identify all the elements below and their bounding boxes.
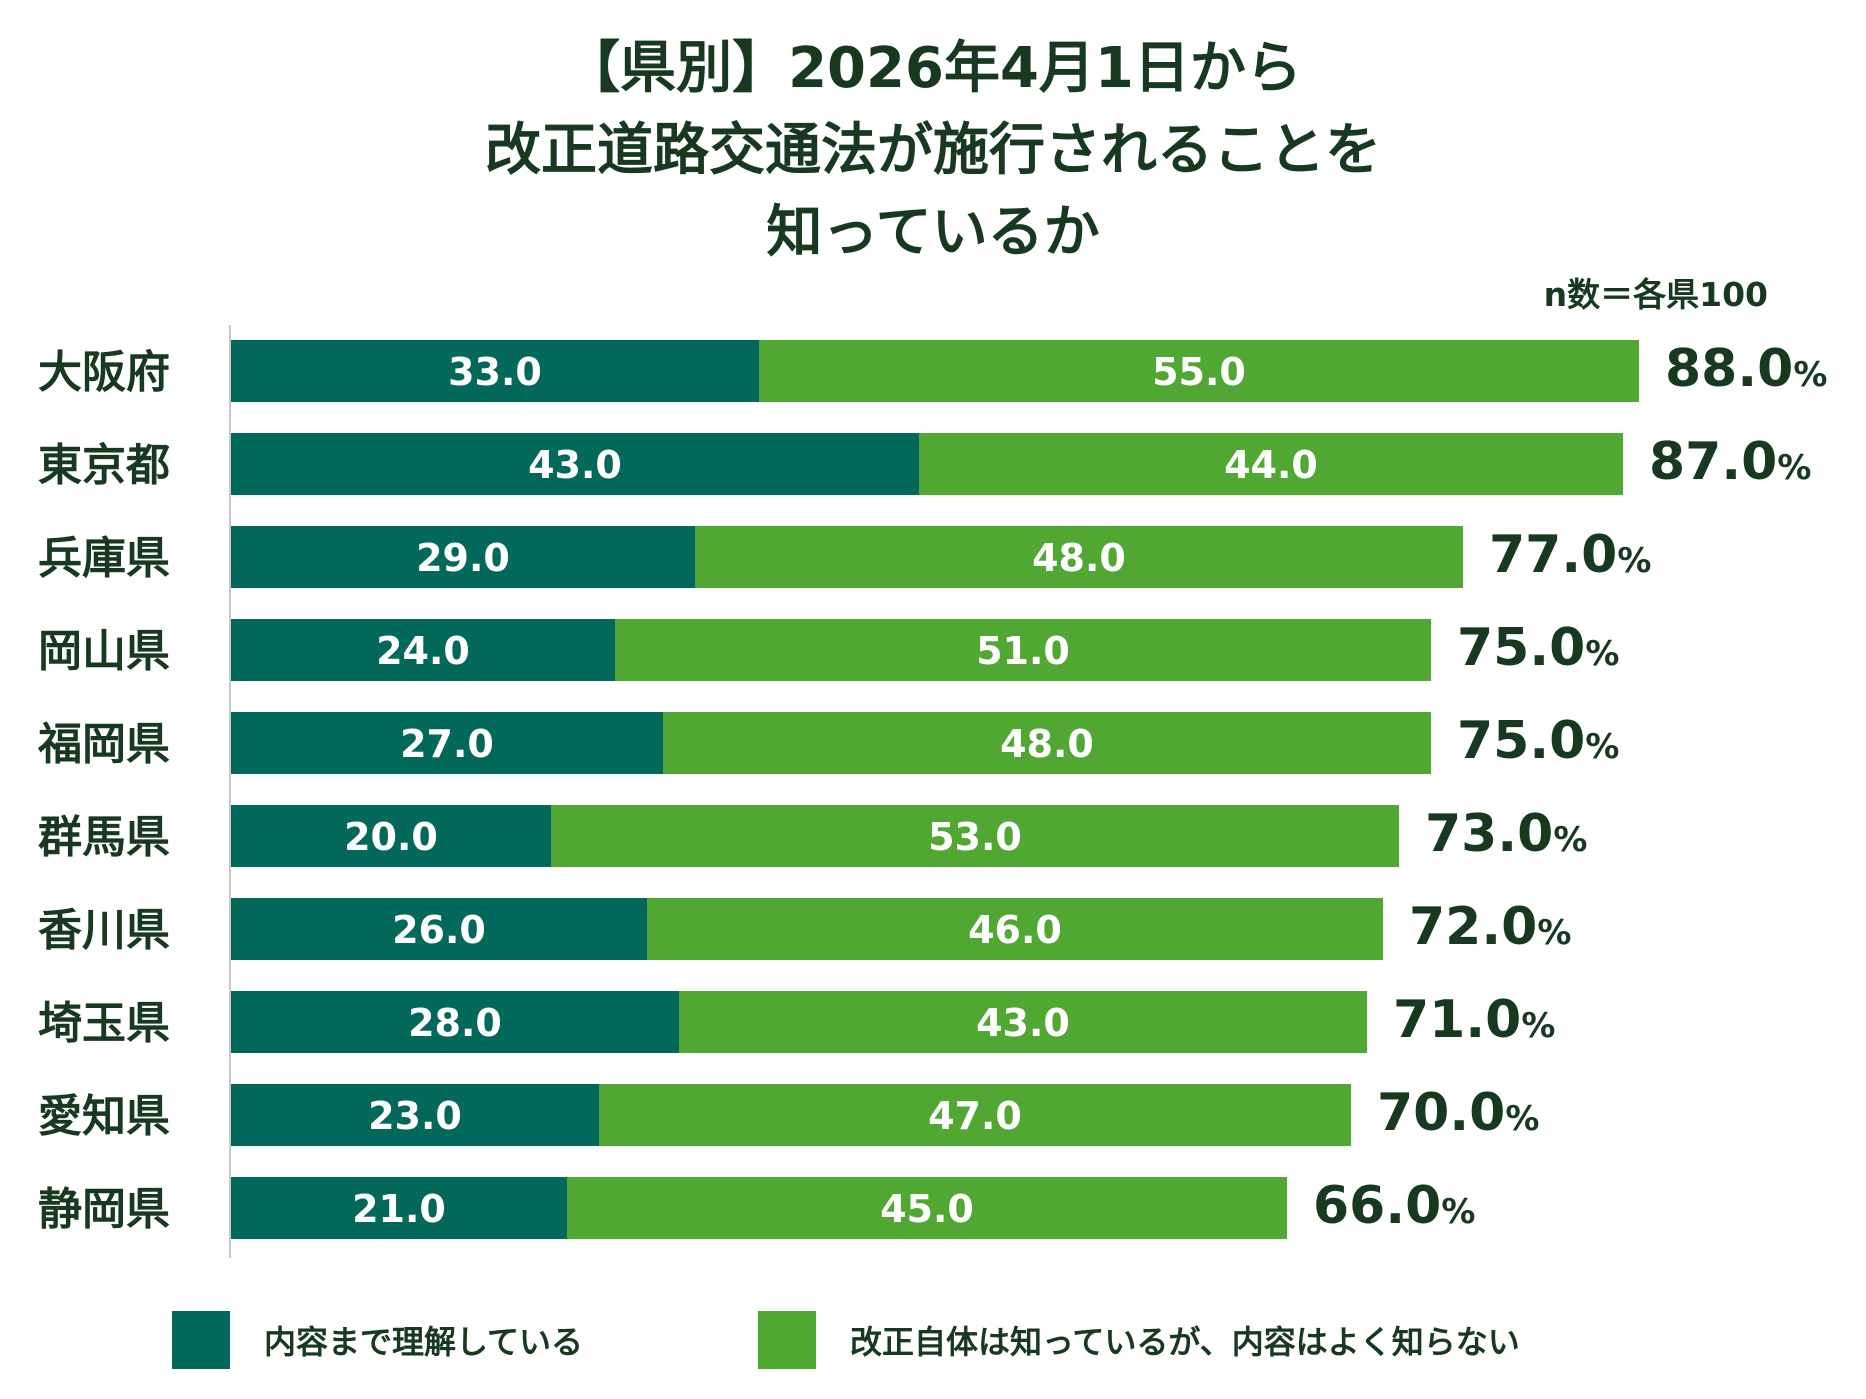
title-line-1: 【県別】2026年4月1日から bbox=[564, 36, 1302, 101]
chart-title: 【県別】2026年4月1日から 改正道路交通法が施行されることを 知っているか bbox=[0, 28, 1866, 274]
segment-value-label: 47.0 bbox=[928, 1094, 1022, 1138]
segment-value-label: 24.0 bbox=[376, 629, 470, 673]
segment-value-label: 48.0 bbox=[1000, 722, 1094, 766]
bar-segment-aware-only bbox=[647, 898, 1383, 960]
bar-segment-understand bbox=[231, 712, 663, 774]
category-label: 埼玉県 bbox=[38, 998, 170, 1049]
total-value-label: 72.0% bbox=[1409, 897, 1571, 957]
total-value-label: 73.0% bbox=[1425, 804, 1587, 864]
total-value-label: 66.0% bbox=[1313, 1176, 1475, 1236]
total-value-label: 71.0% bbox=[1393, 990, 1555, 1050]
total-value-label: 75.0% bbox=[1457, 711, 1619, 771]
bar-segment-understand bbox=[231, 526, 695, 588]
legend-swatch-aware-only bbox=[758, 1311, 816, 1369]
segment-value-label: 28.0 bbox=[408, 1001, 502, 1045]
segment-value-label: 29.0 bbox=[416, 536, 510, 580]
category-label: 静岡県 bbox=[38, 1184, 170, 1235]
category-label: 兵庫県 bbox=[38, 533, 170, 584]
segment-value-label: 45.0 bbox=[880, 1187, 974, 1231]
total-value-label: 77.0% bbox=[1489, 525, 1651, 585]
category-label: 香川県 bbox=[38, 905, 170, 956]
category-label: 大阪府 bbox=[38, 347, 170, 398]
segment-value-label: 27.0 bbox=[400, 722, 494, 766]
title-line-2: 改正道路交通法が施行されることを bbox=[485, 118, 1381, 183]
total-value-label: 87.0% bbox=[1649, 432, 1811, 492]
title-line-3: 知っているか bbox=[766, 200, 1100, 265]
total-value-label: 88.0% bbox=[1665, 339, 1827, 399]
segment-value-label: 33.0 bbox=[448, 350, 542, 394]
segment-value-label: 21.0 bbox=[352, 1187, 446, 1231]
bar-segment-aware-only bbox=[695, 526, 1463, 588]
segment-value-label: 26.0 bbox=[392, 908, 486, 952]
bar-segment-understand bbox=[231, 619, 615, 681]
legend-label-aware-only: 改正自体は知っているが、内容はよく知らない bbox=[850, 1323, 1520, 1361]
bar-segment-understand bbox=[231, 340, 759, 402]
sample-size-note: n数＝各県100 bbox=[1543, 275, 1768, 314]
total-value-label: 75.0% bbox=[1457, 618, 1619, 678]
segment-value-label: 44.0 bbox=[1224, 443, 1318, 487]
category-label: 岡山県 bbox=[38, 626, 170, 677]
bar-segment-aware-only bbox=[663, 712, 1431, 774]
bar-segment-aware-only bbox=[759, 340, 1639, 402]
bar-segment-understand bbox=[231, 805, 551, 867]
segment-value-label: 53.0 bbox=[928, 815, 1022, 859]
total-value-label: 70.0% bbox=[1377, 1083, 1539, 1143]
segment-value-label: 43.0 bbox=[528, 443, 622, 487]
bar-segment-aware-only bbox=[599, 1084, 1351, 1146]
bar-segment-aware-only bbox=[551, 805, 1399, 867]
segment-value-label: 46.0 bbox=[968, 908, 1062, 952]
segment-value-label: 48.0 bbox=[1032, 536, 1126, 580]
bar-segment-aware-only bbox=[919, 433, 1623, 495]
segment-value-label: 43.0 bbox=[976, 1001, 1070, 1045]
legend-item-understand: 内容まで理解している bbox=[172, 1310, 583, 1370]
bar-segment-understand bbox=[231, 433, 919, 495]
bar-segment-aware-only bbox=[567, 1177, 1287, 1239]
bar-segment-understand bbox=[231, 898, 647, 960]
bar-segment-aware-only bbox=[615, 619, 1431, 681]
category-label: 東京都 bbox=[38, 440, 170, 491]
bar-segment-aware-only bbox=[679, 991, 1367, 1053]
segment-value-label: 51.0 bbox=[976, 629, 1070, 673]
category-label: 愛知県 bbox=[38, 1091, 170, 1142]
segment-value-label: 23.0 bbox=[368, 1094, 462, 1138]
legend-label-understand: 内容まで理解している bbox=[264, 1323, 584, 1361]
legend-item-aware-only: 改正自体は知っているが、内容はよく知らない bbox=[758, 1310, 1520, 1370]
bar-segment-understand bbox=[231, 1177, 567, 1239]
bar-segment-understand bbox=[231, 1084, 599, 1146]
category-label: 群馬県 bbox=[38, 812, 170, 863]
category-label: 福岡県 bbox=[37, 719, 170, 770]
segment-value-label: 55.0 bbox=[1152, 350, 1246, 394]
segment-value-label: 20.0 bbox=[344, 815, 438, 859]
bar-segment-understand bbox=[231, 991, 679, 1053]
legend-swatch-understand bbox=[172, 1311, 230, 1369]
